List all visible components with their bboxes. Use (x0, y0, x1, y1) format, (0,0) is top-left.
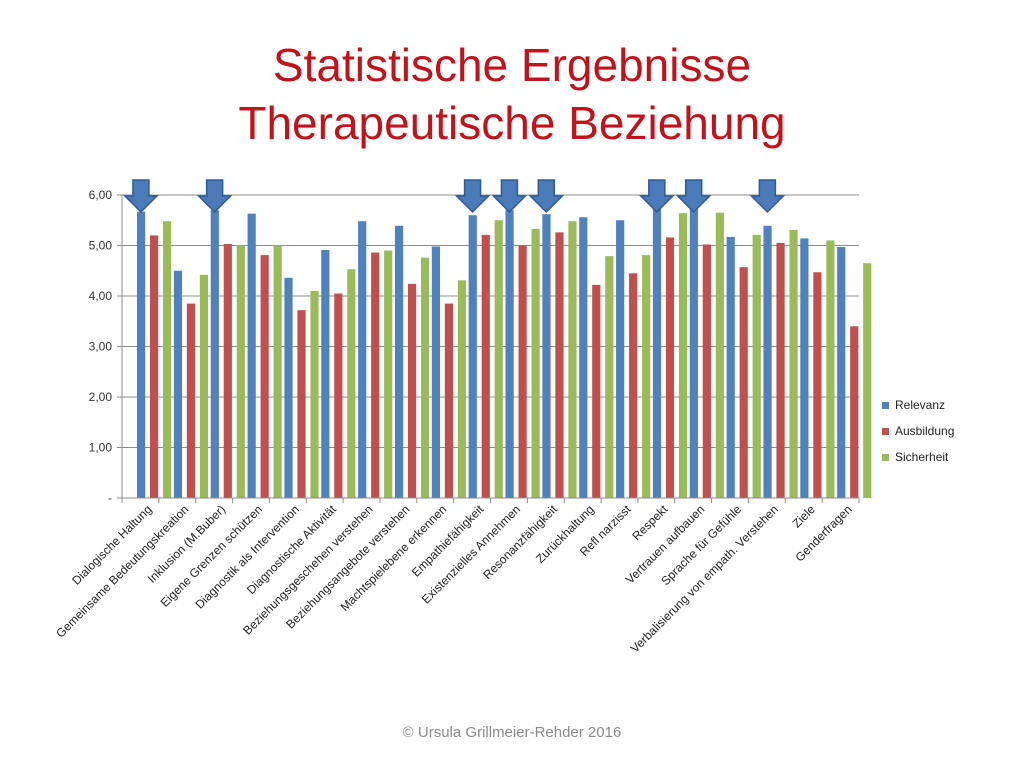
bar-ausbildung (150, 235, 159, 498)
bar-relevanz (837, 247, 846, 498)
bar-relevanz (394, 225, 404, 498)
bar-relevanz (726, 236, 735, 499)
y-tick-label: 3,00 (89, 340, 113, 354)
bar-relevanz (468, 215, 477, 498)
bar-ausbildung (555, 232, 564, 498)
bar-relevanz (579, 217, 588, 498)
bar-sicherheit (531, 228, 540, 498)
legend-label: Relevanz (895, 398, 945, 412)
bar-ausbildung (481, 234, 490, 498)
bar-relevanz (542, 214, 551, 498)
bar-relevanz (431, 246, 440, 498)
bar-ausbildung (260, 255, 269, 498)
highlight-arrow-icon (454, 179, 491, 214)
y-tick-label: - (108, 491, 112, 505)
bar-sicherheit (163, 221, 172, 498)
legend-swatch (882, 402, 889, 409)
copyright-footer: © Ursula Grillmeier-Rehder 2016 (402, 724, 622, 741)
title-line-1: Statistische Ergebnisse (272, 39, 752, 91)
y-tick-label: 1,00 (89, 441, 113, 455)
highlight-arrow-icon (639, 179, 675, 214)
bar-sicherheit (236, 245, 245, 498)
highlight-arrow-icon (675, 179, 712, 214)
bar-relevanz (210, 210, 219, 498)
bar-ausbildung (813, 272, 822, 498)
bar-relevanz (247, 213, 256, 498)
bar-sicherheit (605, 256, 614, 498)
bar-relevanz (689, 199, 698, 499)
bar-sicherheit (642, 255, 651, 498)
bar-sicherheit (826, 240, 835, 498)
bar-ausbildung (518, 245, 527, 498)
bar-sicherheit (789, 229, 798, 498)
bar-sicherheit (310, 290, 319, 498)
legend-swatch (882, 428, 889, 435)
bar-relevanz (652, 201, 662, 498)
bar-sicherheit (273, 245, 282, 498)
bar-relevanz (173, 270, 183, 498)
highlight-arrow-icon (123, 179, 159, 214)
y-tick-label: 6,00 (89, 188, 113, 202)
bar-relevanz (616, 220, 625, 498)
slide-title: Statistische Ergebnisse Therapeutische B… (0, 36, 1024, 152)
bar-sicherheit (199, 274, 209, 498)
bar-sicherheit (715, 212, 724, 499)
bar-ausbildung (371, 252, 380, 498)
bar-ausbildung (297, 310, 306, 498)
bar-ausbildung (665, 237, 675, 499)
x-tick-label: Gemeinsame Bedeutungskreation (53, 502, 191, 640)
bar-sicherheit (494, 220, 503, 498)
bar-relevanz (137, 211, 146, 499)
bar-ausbildung (850, 326, 859, 498)
x-tick-label: Ziele (790, 502, 819, 531)
y-tick-label: 2,00 (89, 390, 113, 404)
bar-relevanz (358, 221, 367, 498)
bar-ausbildung (444, 303, 453, 498)
y-tick-label: 4,00 (89, 289, 113, 303)
legend-swatch (882, 454, 889, 461)
bar-ausbildung (186, 303, 196, 498)
bar-ausbildung (776, 242, 785, 498)
bar-relevanz (505, 210, 514, 498)
highlight-arrow-icon (528, 179, 565, 214)
bar-relevanz (321, 250, 330, 498)
bar-sicherheit (752, 234, 761, 498)
bar-sicherheit (384, 250, 393, 498)
bar-sicherheit (420, 257, 430, 498)
bar-ausbildung (739, 267, 748, 498)
bar-ausbildung (702, 244, 711, 498)
y-tick-label: 5,00 (89, 239, 113, 253)
bar-ausbildung (223, 243, 232, 498)
title-line-2: Therapeutische Beziehung (238, 97, 786, 149)
bar-ausbildung (592, 284, 601, 498)
bar-relevanz (284, 277, 293, 498)
bar-sicherheit (863, 263, 872, 498)
legend-label: Ausbildung (895, 424, 954, 438)
bar-ausbildung (334, 293, 343, 498)
bar-relevanz (800, 238, 809, 498)
legend-label: Sicherheit (895, 450, 949, 464)
highlight-arrow-icon (749, 179, 786, 214)
highlight-arrow-icon (491, 179, 528, 214)
bar-sicherheit (457, 280, 466, 498)
bar-sicherheit (678, 213, 688, 498)
bar-relevanz (763, 225, 772, 498)
bar-sicherheit (347, 269, 356, 498)
bar-sicherheit (568, 221, 577, 498)
highlight-arrow-icon (196, 179, 233, 214)
bar-ausbildung (407, 283, 417, 498)
bar-ausbildung (629, 273, 638, 498)
